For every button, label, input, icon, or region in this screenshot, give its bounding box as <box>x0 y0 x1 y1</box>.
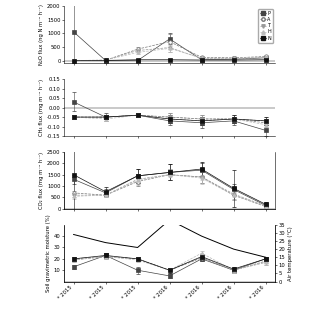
Y-axis label: N₂O flux (ng N m⁻² h⁻¹): N₂O flux (ng N m⁻² h⁻¹) <box>39 4 44 65</box>
Legend: P, A, T, H, N: P, A, T, H, N <box>258 9 273 43</box>
Y-axis label: CH₄ flux (mg m⁻² h⁻¹): CH₄ flux (mg m⁻² h⁻¹) <box>39 79 44 136</box>
Y-axis label: Soil gravimetric moisture (%): Soil gravimetric moisture (%) <box>46 214 51 292</box>
Y-axis label: CO₂ flux (mg m⁻² h⁻¹): CO₂ flux (mg m⁻² h⁻¹) <box>39 152 44 209</box>
Y-axis label: Air temperature (°C): Air temperature (°C) <box>288 226 293 281</box>
